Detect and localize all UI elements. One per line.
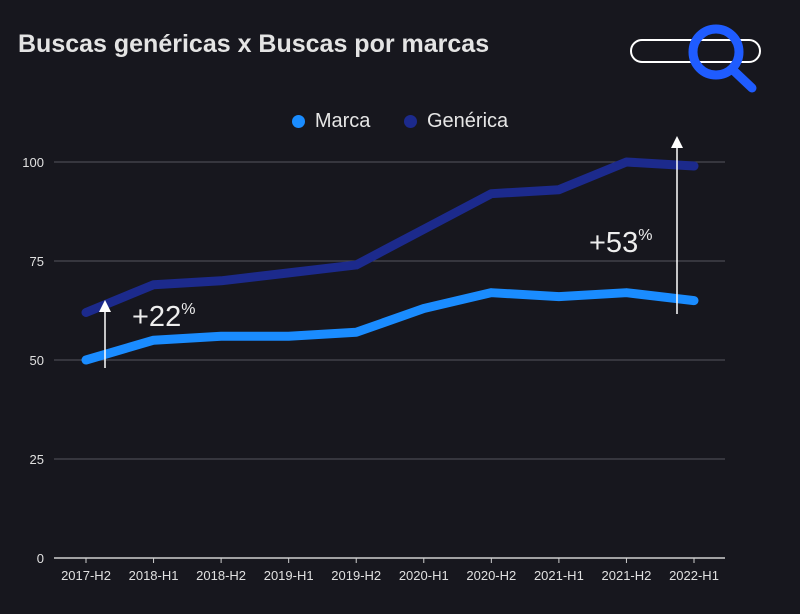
x-tick-label: 2017-H2 <box>61 568 111 583</box>
series-line-marca <box>81 288 699 365</box>
y-tick-label: 50 <box>30 353 44 368</box>
search-icon <box>630 24 761 93</box>
arrow-head <box>671 136 683 148</box>
legend-marker <box>291 115 305 129</box>
y-tick-label: 75 <box>30 254 44 269</box>
annotation-label: +53% <box>589 227 652 259</box>
x-tick-label: 2019-H2 <box>331 568 381 583</box>
arrow-head <box>99 300 111 312</box>
series-line-generica <box>81 157 699 317</box>
legend-item-generica: Genérica <box>403 110 509 133</box>
x-tick-label: 2022-H1 <box>669 568 719 583</box>
legend-marker <box>403 115 417 129</box>
chart-title: Buscas genéricas x Buscas por marcas <box>18 30 490 58</box>
x-tick-label: 2021-H2 <box>602 568 652 583</box>
x-tick-label: 2018-H1 <box>129 568 179 583</box>
y-tick-label: 25 <box>30 452 44 467</box>
x-tick-label: 2019-H1 <box>264 568 314 583</box>
x-tick-label: 2021-H1 <box>534 568 584 583</box>
annotation-53: +53% <box>589 136 683 314</box>
y-tick-label: 0 <box>37 551 44 566</box>
x-tick-label: 2018-H2 <box>196 568 246 583</box>
x-tick-label: 2020-H2 <box>466 568 516 583</box>
y-tick-label: 100 <box>22 155 44 170</box>
legend-label: Marca <box>314 110 371 132</box>
legend: Marca Genérica <box>0 110 800 133</box>
annotation-label: +22% <box>132 301 195 333</box>
x-tick-label: 2020-H1 <box>399 568 449 583</box>
annotation-22: +22% <box>99 300 195 368</box>
legend-label: Genérica <box>426 110 509 132</box>
legend-item-marca: Marca <box>291 110 371 133</box>
